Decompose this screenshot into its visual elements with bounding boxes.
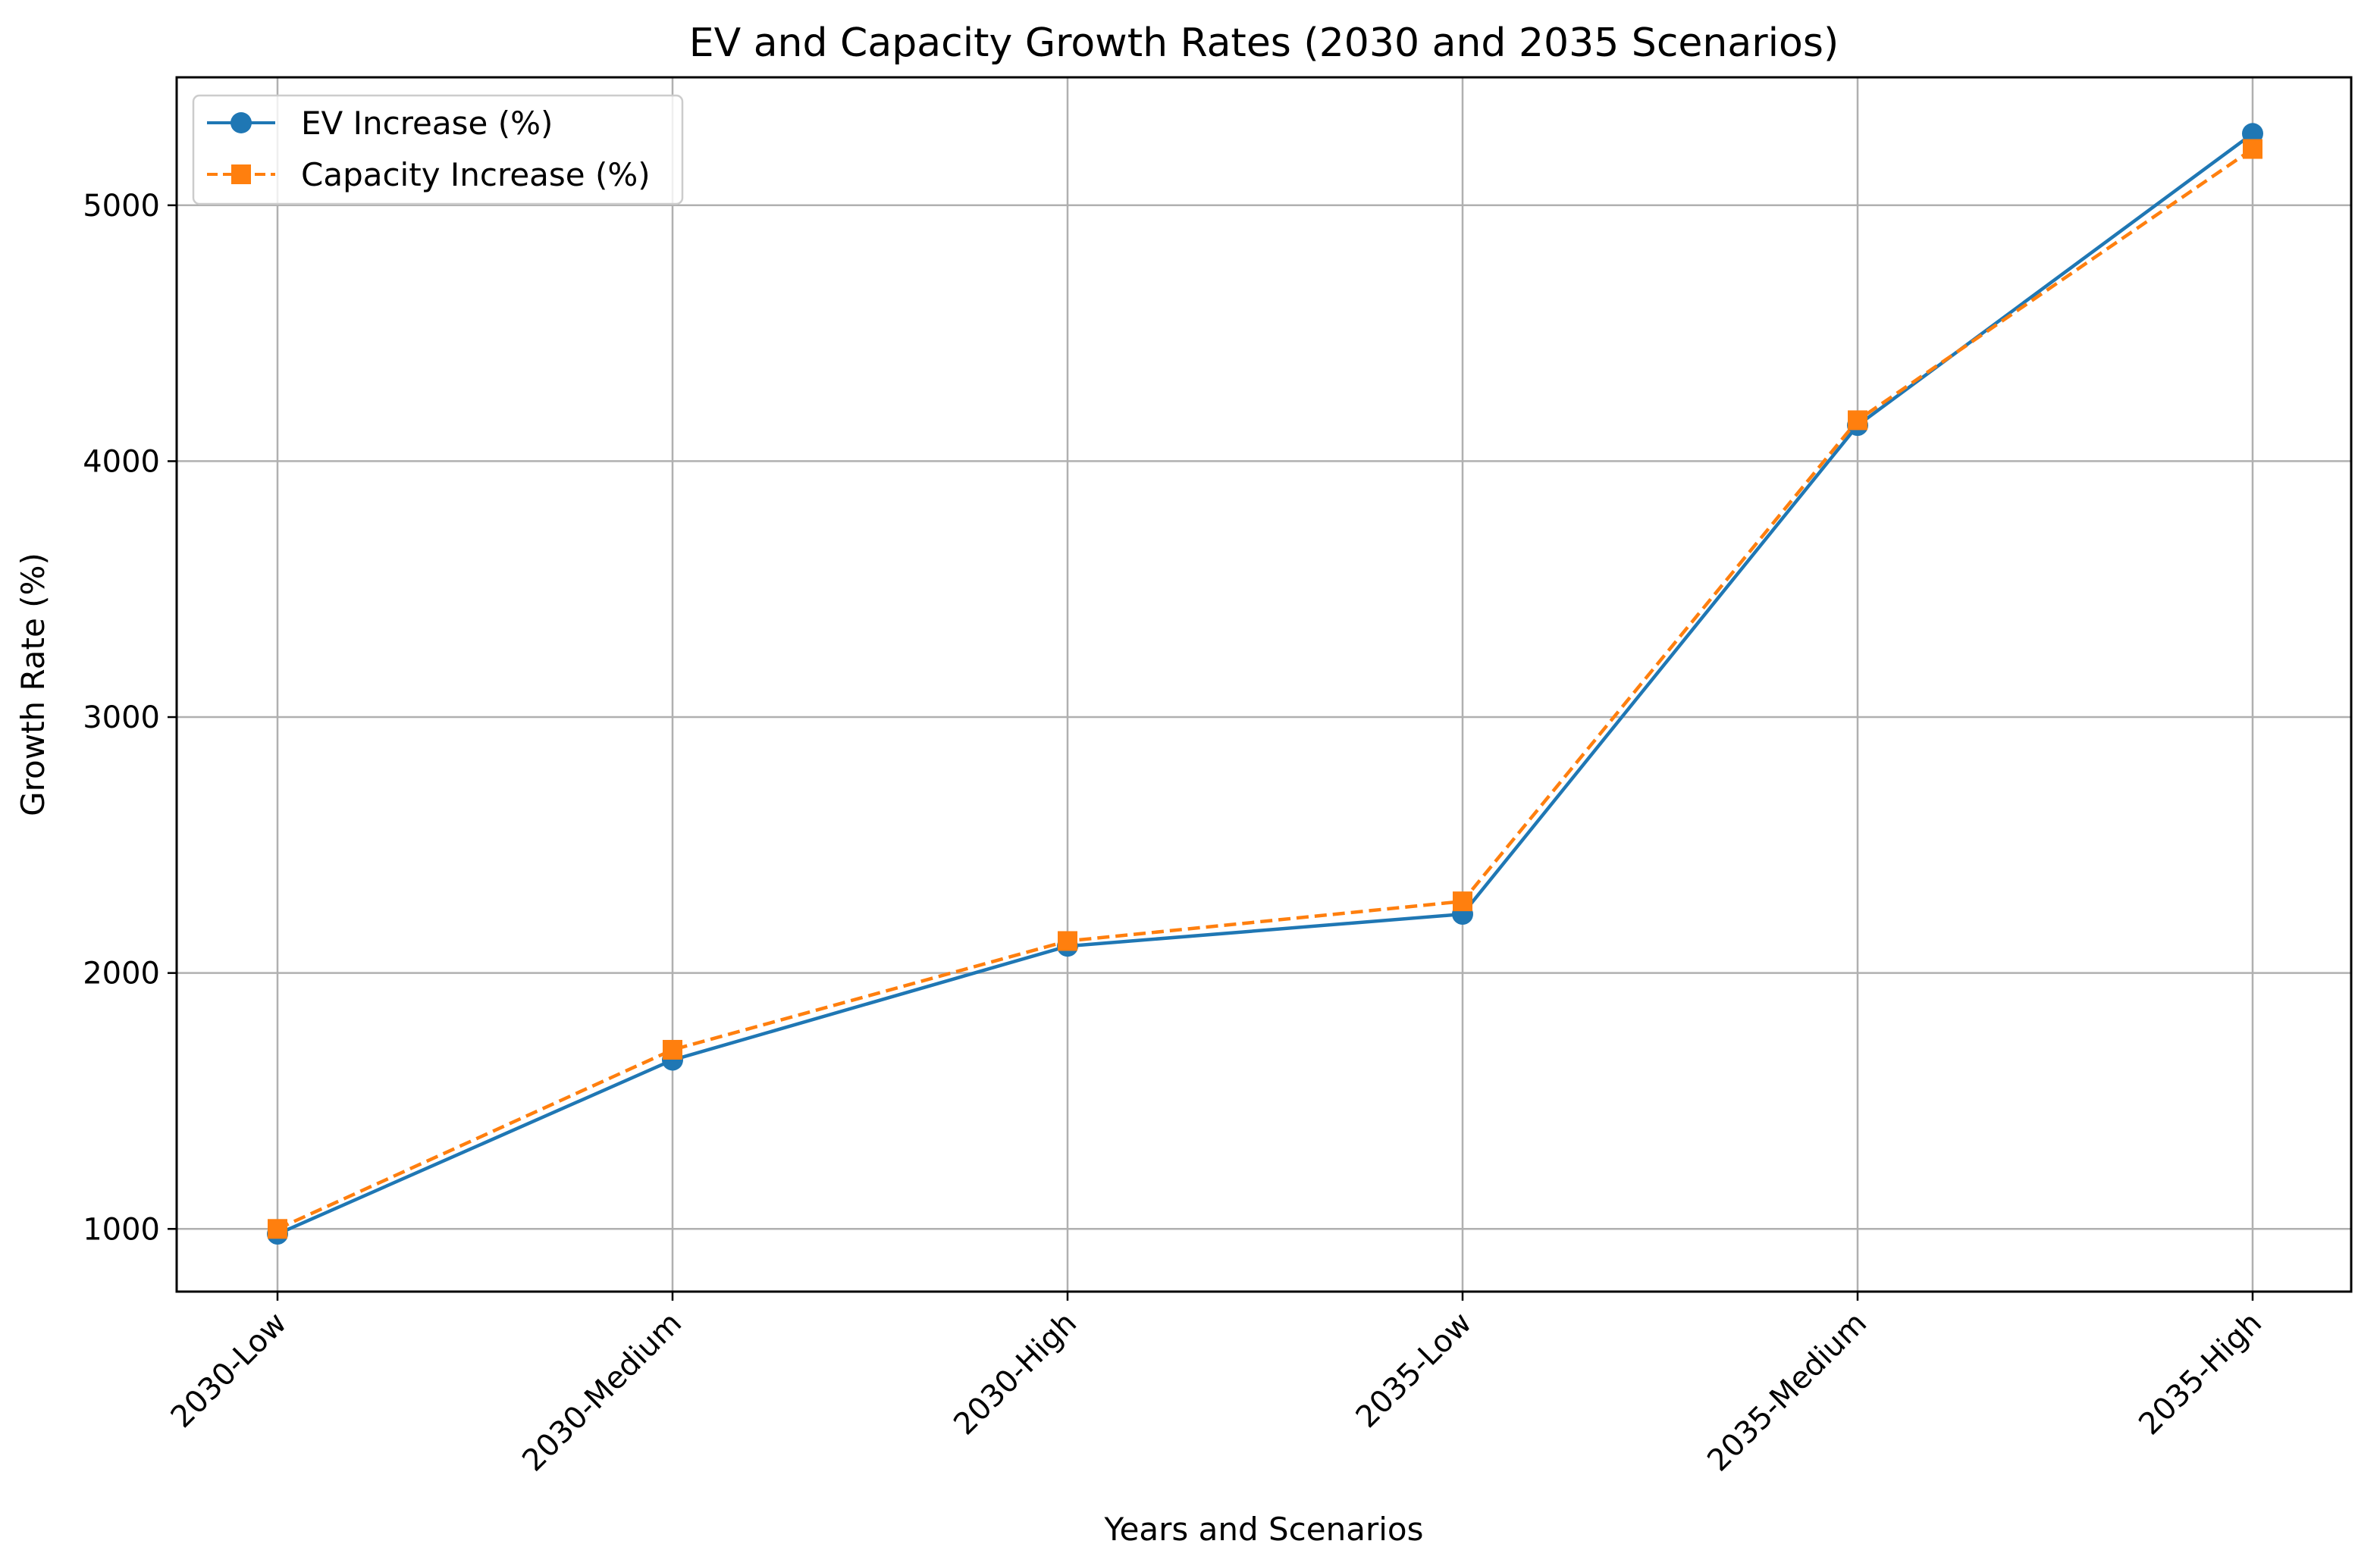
y-tick-label: 1000: [83, 1212, 160, 1247]
capacity-series-line: [277, 147, 2254, 1231]
y-tick-label: 4000: [83, 444, 160, 479]
ev-series-line: [277, 132, 2254, 1236]
ev-data-point: [2242, 123, 2263, 145]
chart-title: EV and Capacity Growth Rates (2030 and 2…: [689, 20, 1839, 66]
legend-capacity-label: Capacity Increase (%): [301, 156, 651, 193]
y-axis-label: Growth Rate (%): [14, 553, 52, 816]
legend-ev-label: EV Increase (%): [301, 105, 553, 142]
capacity-data-point: [1058, 931, 1077, 951]
y-tick-label: 2000: [83, 957, 160, 991]
capacity-data-point: [2243, 139, 2262, 159]
y-tick-label: 3000: [83, 700, 160, 735]
capacity-data-point: [1848, 410, 1867, 431]
grid: [177, 77, 2351, 1292]
capacity-data-point: [663, 1039, 682, 1060]
capacity-data-point: [268, 1219, 287, 1239]
legend: EV Increase (%) Capacity Increase (%): [192, 94, 684, 205]
y-axis-ticks: 1000 2000 3000 4000 5000: [83, 189, 177, 1247]
legend-capacity-marker: [231, 164, 251, 184]
y-tick-label: 5000: [83, 189, 160, 224]
legend-ev-marker: [230, 112, 252, 133]
x-axis-label: Years and Scenarios: [1104, 1511, 1424, 1548]
legend-frame: [192, 94, 684, 205]
plot-frame: [175, 76, 2353, 1293]
series-layer: [267, 123, 2263, 1245]
capacity-data-point: [1453, 891, 1472, 912]
